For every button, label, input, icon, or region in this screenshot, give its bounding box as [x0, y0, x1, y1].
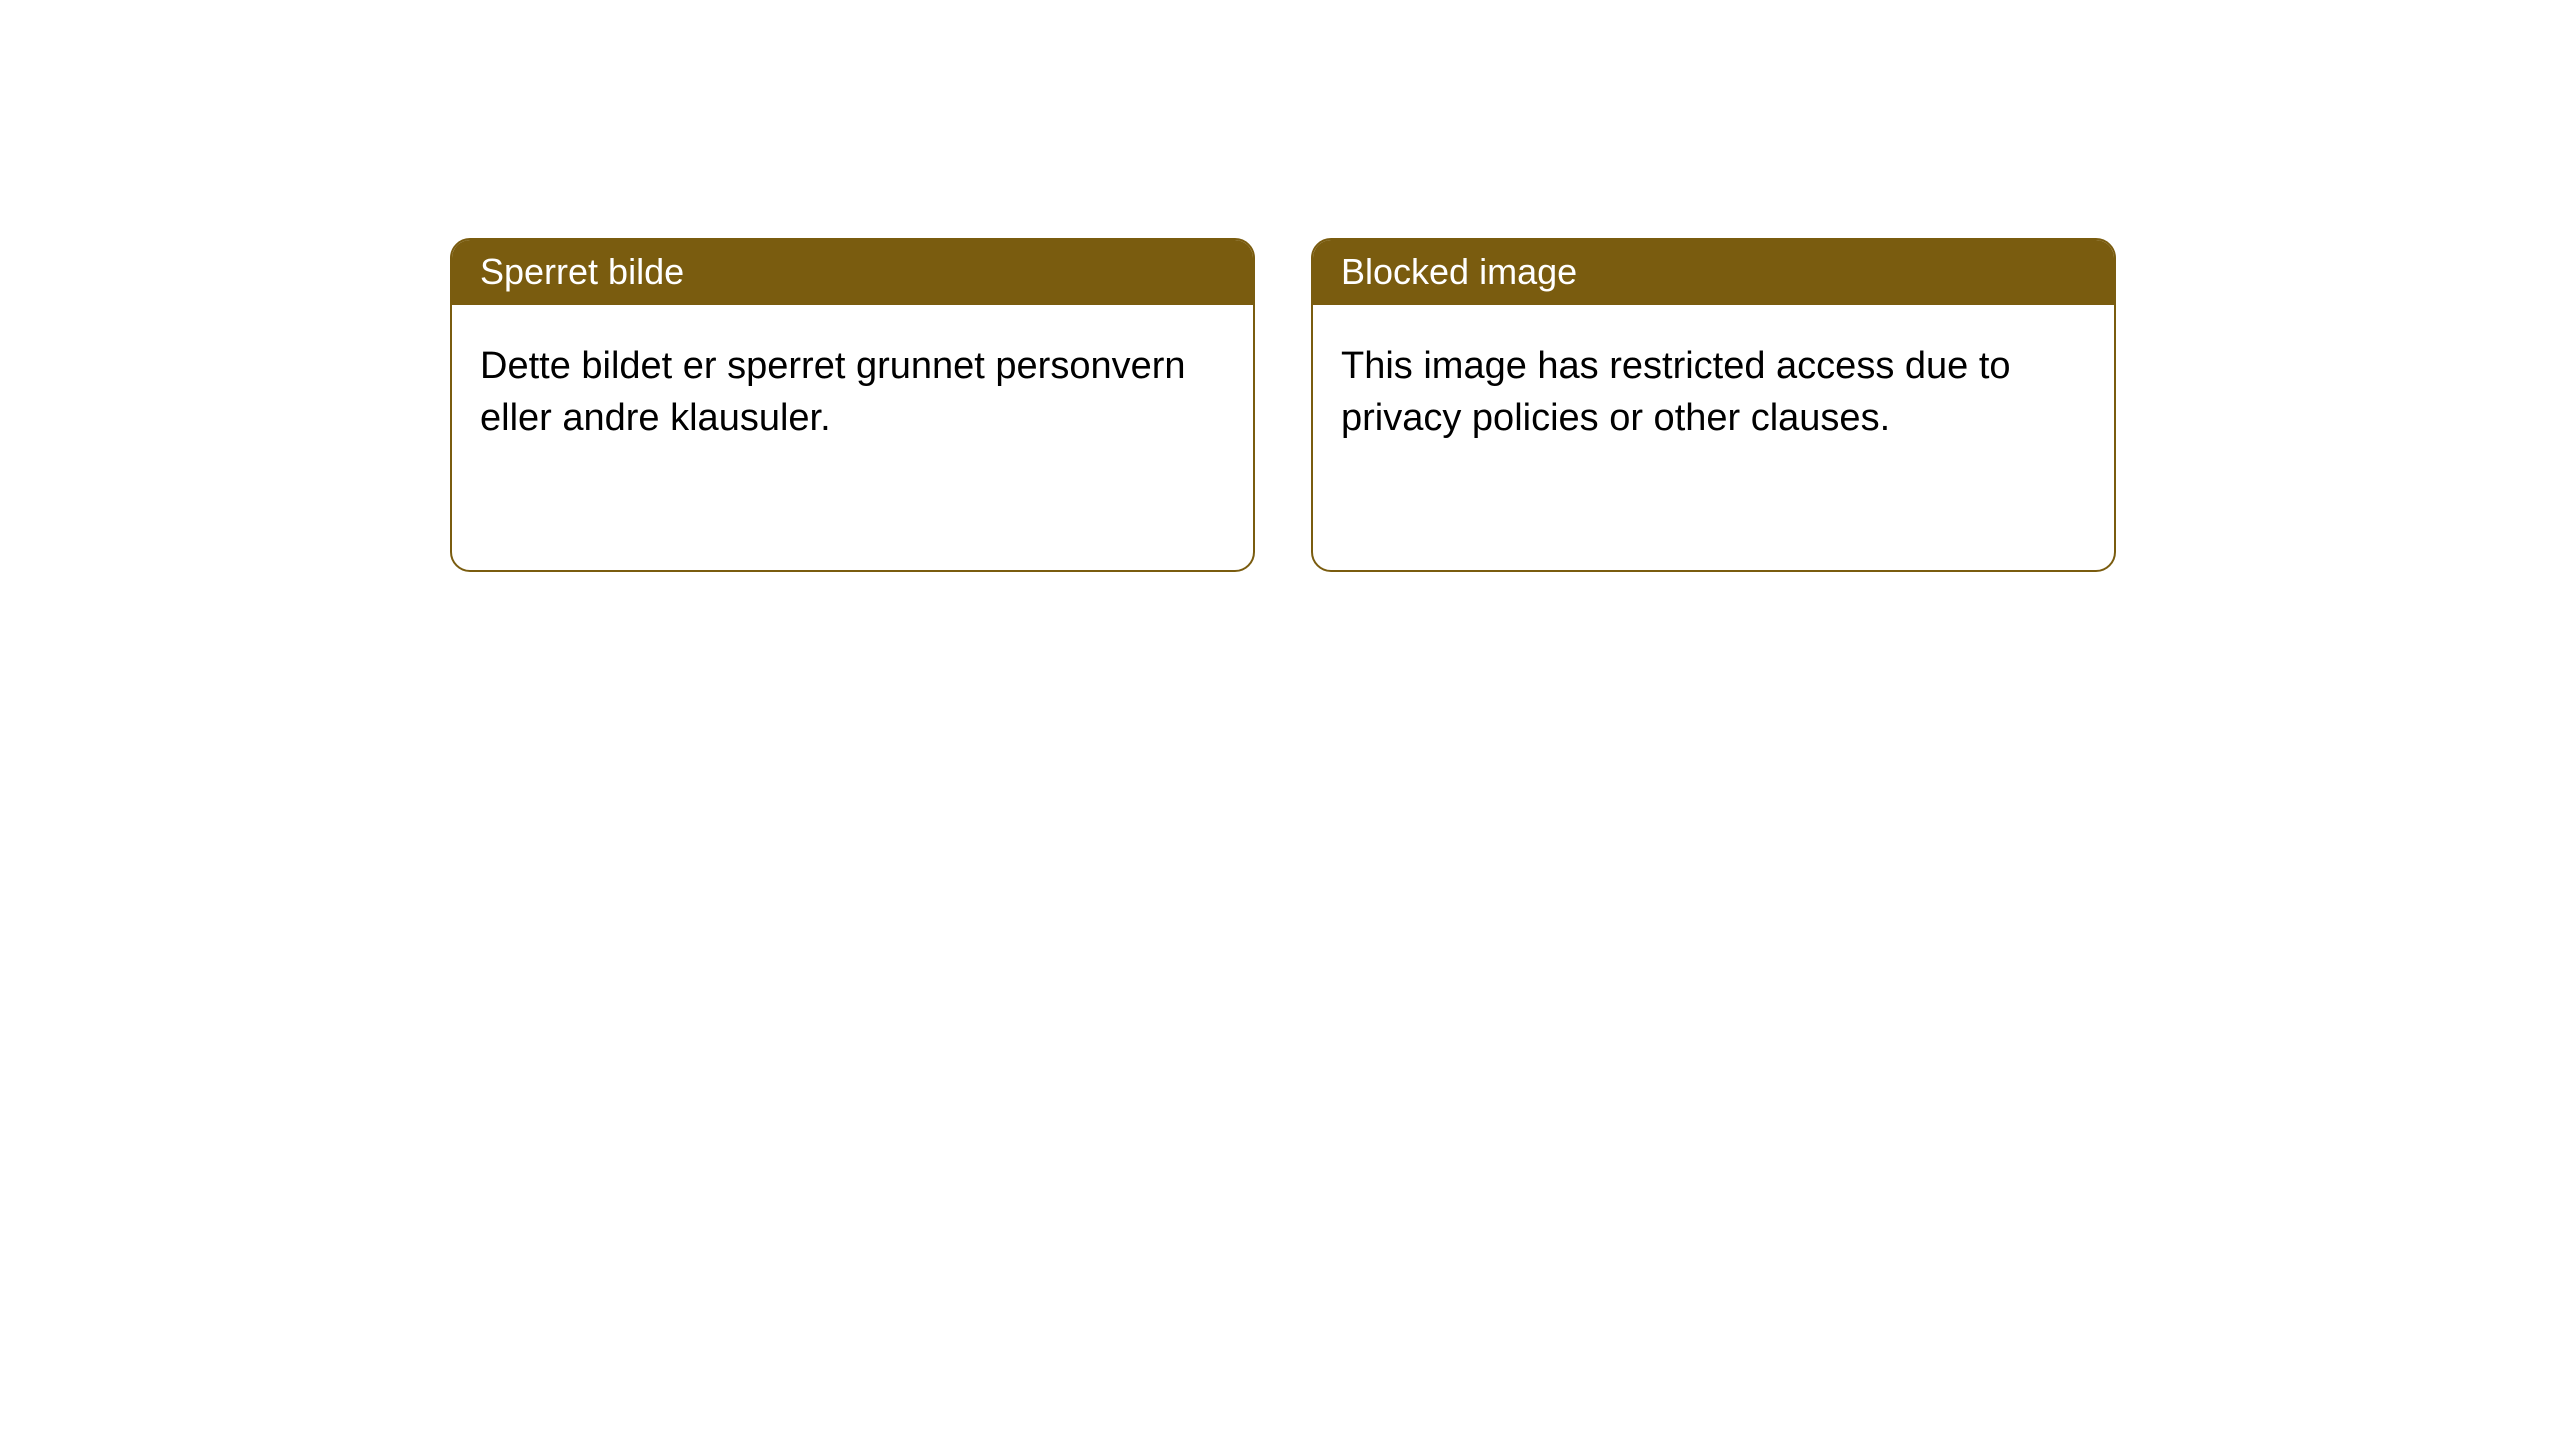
card-body: Dette bildet er sperret grunnet personve… [452, 305, 1253, 472]
card-title: Blocked image [1341, 251, 1577, 292]
notice-card-english: Blocked image This image has restricted … [1311, 238, 2116, 572]
card-message: Dette bildet er sperret grunnet personve… [480, 345, 1186, 439]
card-header: Sperret bilde [452, 240, 1253, 305]
card-message: This image has restricted access due to … [1341, 345, 2011, 439]
notice-card-norwegian: Sperret bilde Dette bildet er sperret gr… [450, 238, 1255, 572]
card-title: Sperret bilde [480, 251, 684, 292]
card-header: Blocked image [1313, 240, 2114, 305]
notice-cards-container: Sperret bilde Dette bildet er sperret gr… [0, 0, 2560, 572]
card-body: This image has restricted access due to … [1313, 305, 2114, 472]
